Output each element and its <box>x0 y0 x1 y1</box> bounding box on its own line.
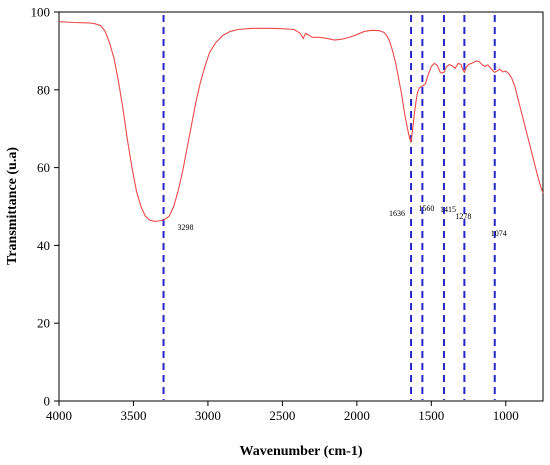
x-tick-label: 4000 <box>46 408 72 423</box>
spectrum-line <box>58 21 544 222</box>
x-tick-label: 3000 <box>195 408 221 423</box>
y-tick-label: 20 <box>37 316 50 331</box>
x-tick-label: 2000 <box>344 408 370 423</box>
peak-label-1278: 1278 <box>455 212 471 221</box>
x-tick-label: 1000 <box>493 408 519 423</box>
plot-frame <box>58 11 544 402</box>
y-tick-label: 0 <box>44 394 51 409</box>
y-axis-ticks: 0 20 40 60 80 100 <box>31 5 59 409</box>
x-axis-title: Wavenumber (cm-1) <box>240 444 363 459</box>
y-axis-title: Transmittance (u.a) <box>5 147 20 265</box>
peak-label-1074: 1074 <box>491 229 507 238</box>
y-tick-label: 100 <box>31 5 51 20</box>
y-tick-label: 60 <box>37 160 50 175</box>
peak-marker-lines <box>162 15 496 400</box>
y-tick-label: 40 <box>37 238 50 253</box>
x-tick-label: 3500 <box>120 408 146 423</box>
x-tick-label: 2500 <box>269 408 295 423</box>
y-tick-label: 80 <box>37 82 50 97</box>
plot-area: 4000 3500 3000 2500 2000 1500 1000 0 20 40 60 80 10… <box>31 5 544 423</box>
x-axis-ticks: 4000 3500 3000 2500 2000 1500 1000 <box>46 401 519 423</box>
peak-label-1560: 1560 <box>418 204 434 213</box>
x-tick-label: 1500 <box>418 408 444 423</box>
peak-label-3298: 3298 <box>178 223 194 232</box>
peak-label-1415: 1415 <box>440 205 456 214</box>
peak-label-1636: 1636 <box>389 209 405 218</box>
